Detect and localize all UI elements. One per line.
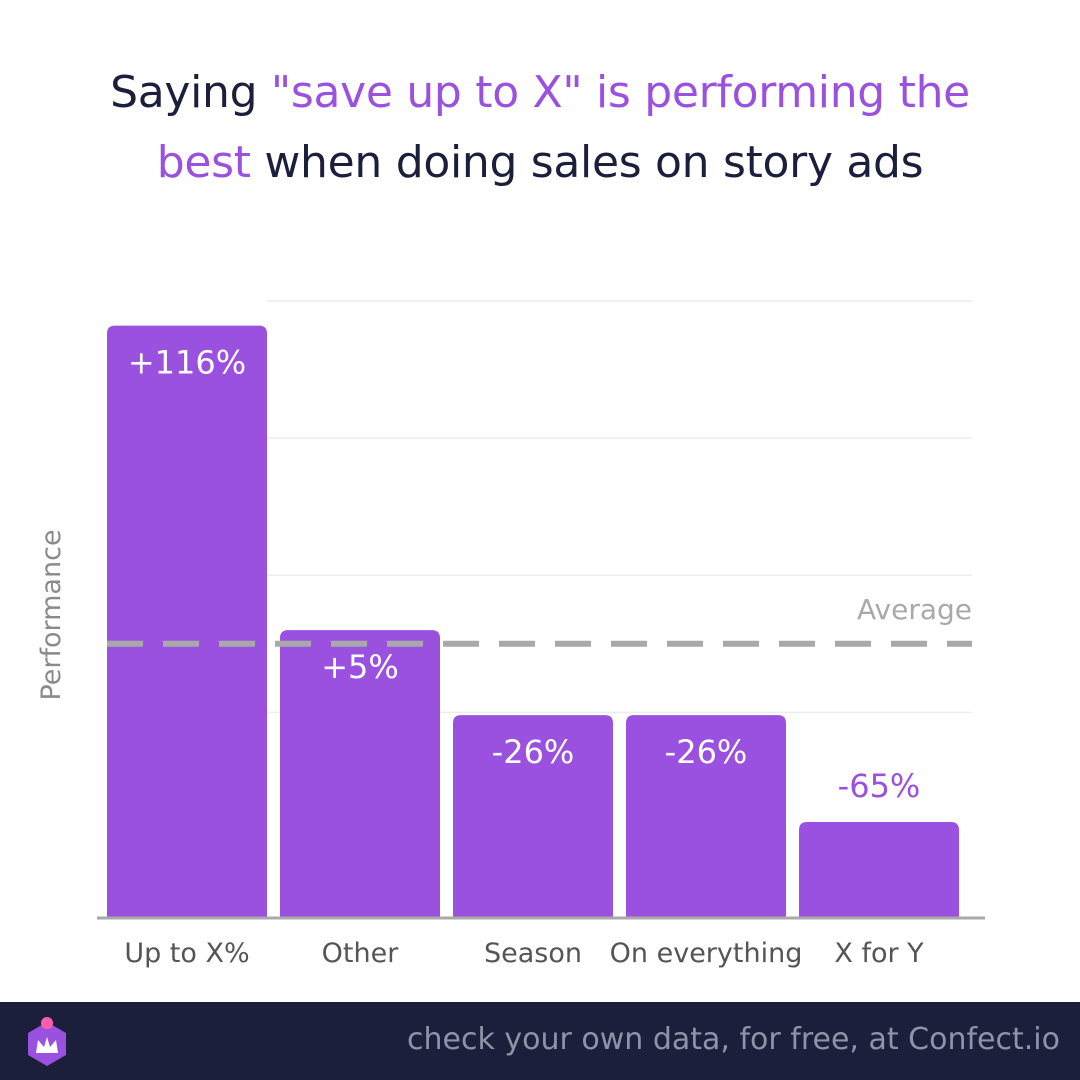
chart-title: Saying "save up to X" is performing the …	[0, 58, 1080, 198]
average-label: Average	[857, 593, 972, 626]
bar-chart: Average +116% +5% -26% -26% -65% Up to X% Oth…	[36, 300, 985, 969]
value-labels: +116% +5% -26% -26% -65%	[128, 344, 920, 805]
x-tick-label: Other	[322, 938, 400, 969]
gridlines	[267, 300, 972, 714]
bar-value-label: +5%	[321, 648, 399, 686]
footer-bar: check your own data, for free, at Confec…	[0, 1002, 1080, 1080]
bar-value-label: +116%	[128, 344, 246, 382]
bar-value-label: -26%	[665, 733, 748, 771]
bar	[626, 715, 786, 918]
y-axis-label: Performance	[36, 529, 67, 700]
footer-text: check your own data, for free, at Confec…	[407, 1022, 1060, 1057]
bar-value-label: -65%	[838, 767, 921, 805]
title-highlight-2: best	[156, 137, 251, 188]
bar	[107, 325, 267, 918]
bars	[107, 325, 959, 918]
x-tick-label: On everything	[610, 938, 803, 969]
average-line-group: Average	[107, 593, 972, 647]
bar-value-label: -26%	[492, 733, 575, 771]
bar	[453, 715, 613, 918]
title-text-part2: when doing sales on story ads	[250, 137, 924, 188]
x-tick-label: Season	[484, 938, 582, 969]
bar	[280, 630, 440, 918]
title-text-part1: Saying	[110, 67, 271, 118]
title-highlight-1: "save up to X" is performing the	[270, 67, 970, 118]
bar	[799, 822, 959, 918]
x-tick-label: X for Y	[834, 938, 924, 969]
x-tick-label: Up to X%	[124, 938, 249, 969]
x-tick-labels: Up to X% Other Season On everything X for Y	[124, 938, 924, 969]
confect-crown-logo-icon	[28, 1017, 66, 1066]
